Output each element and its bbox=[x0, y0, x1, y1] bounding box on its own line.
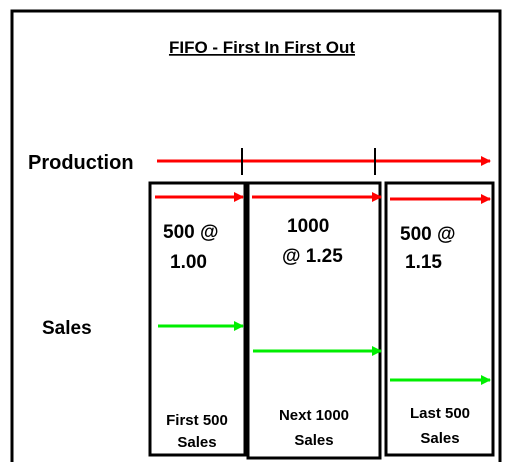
box bbox=[246, 181, 382, 460]
box-label: Sales bbox=[177, 434, 216, 451]
box-label: Sales bbox=[294, 432, 333, 449]
box-label: Next 1000 bbox=[279, 407, 349, 424]
title: FIFO - First In First Out bbox=[169, 38, 355, 57]
production-label: Production bbox=[28, 152, 134, 174]
lot-text: 1000 bbox=[287, 216, 329, 237]
box-label: Last 500 bbox=[410, 405, 470, 422]
lot-text: 500 @ bbox=[163, 222, 219, 243]
box bbox=[148, 181, 247, 457]
lot-text: @ 1.25 bbox=[282, 246, 343, 267]
box-label: First 500 bbox=[166, 412, 228, 429]
lot-text: 1.00 bbox=[170, 252, 207, 273]
box bbox=[384, 181, 495, 457]
lot-text: 500 @ bbox=[400, 224, 456, 245]
frame bbox=[10, 9, 502, 462]
lot-text: 1.15 bbox=[405, 252, 442, 273]
box-label: Sales bbox=[420, 430, 459, 447]
sales-label: Sales bbox=[42, 318, 92, 339]
